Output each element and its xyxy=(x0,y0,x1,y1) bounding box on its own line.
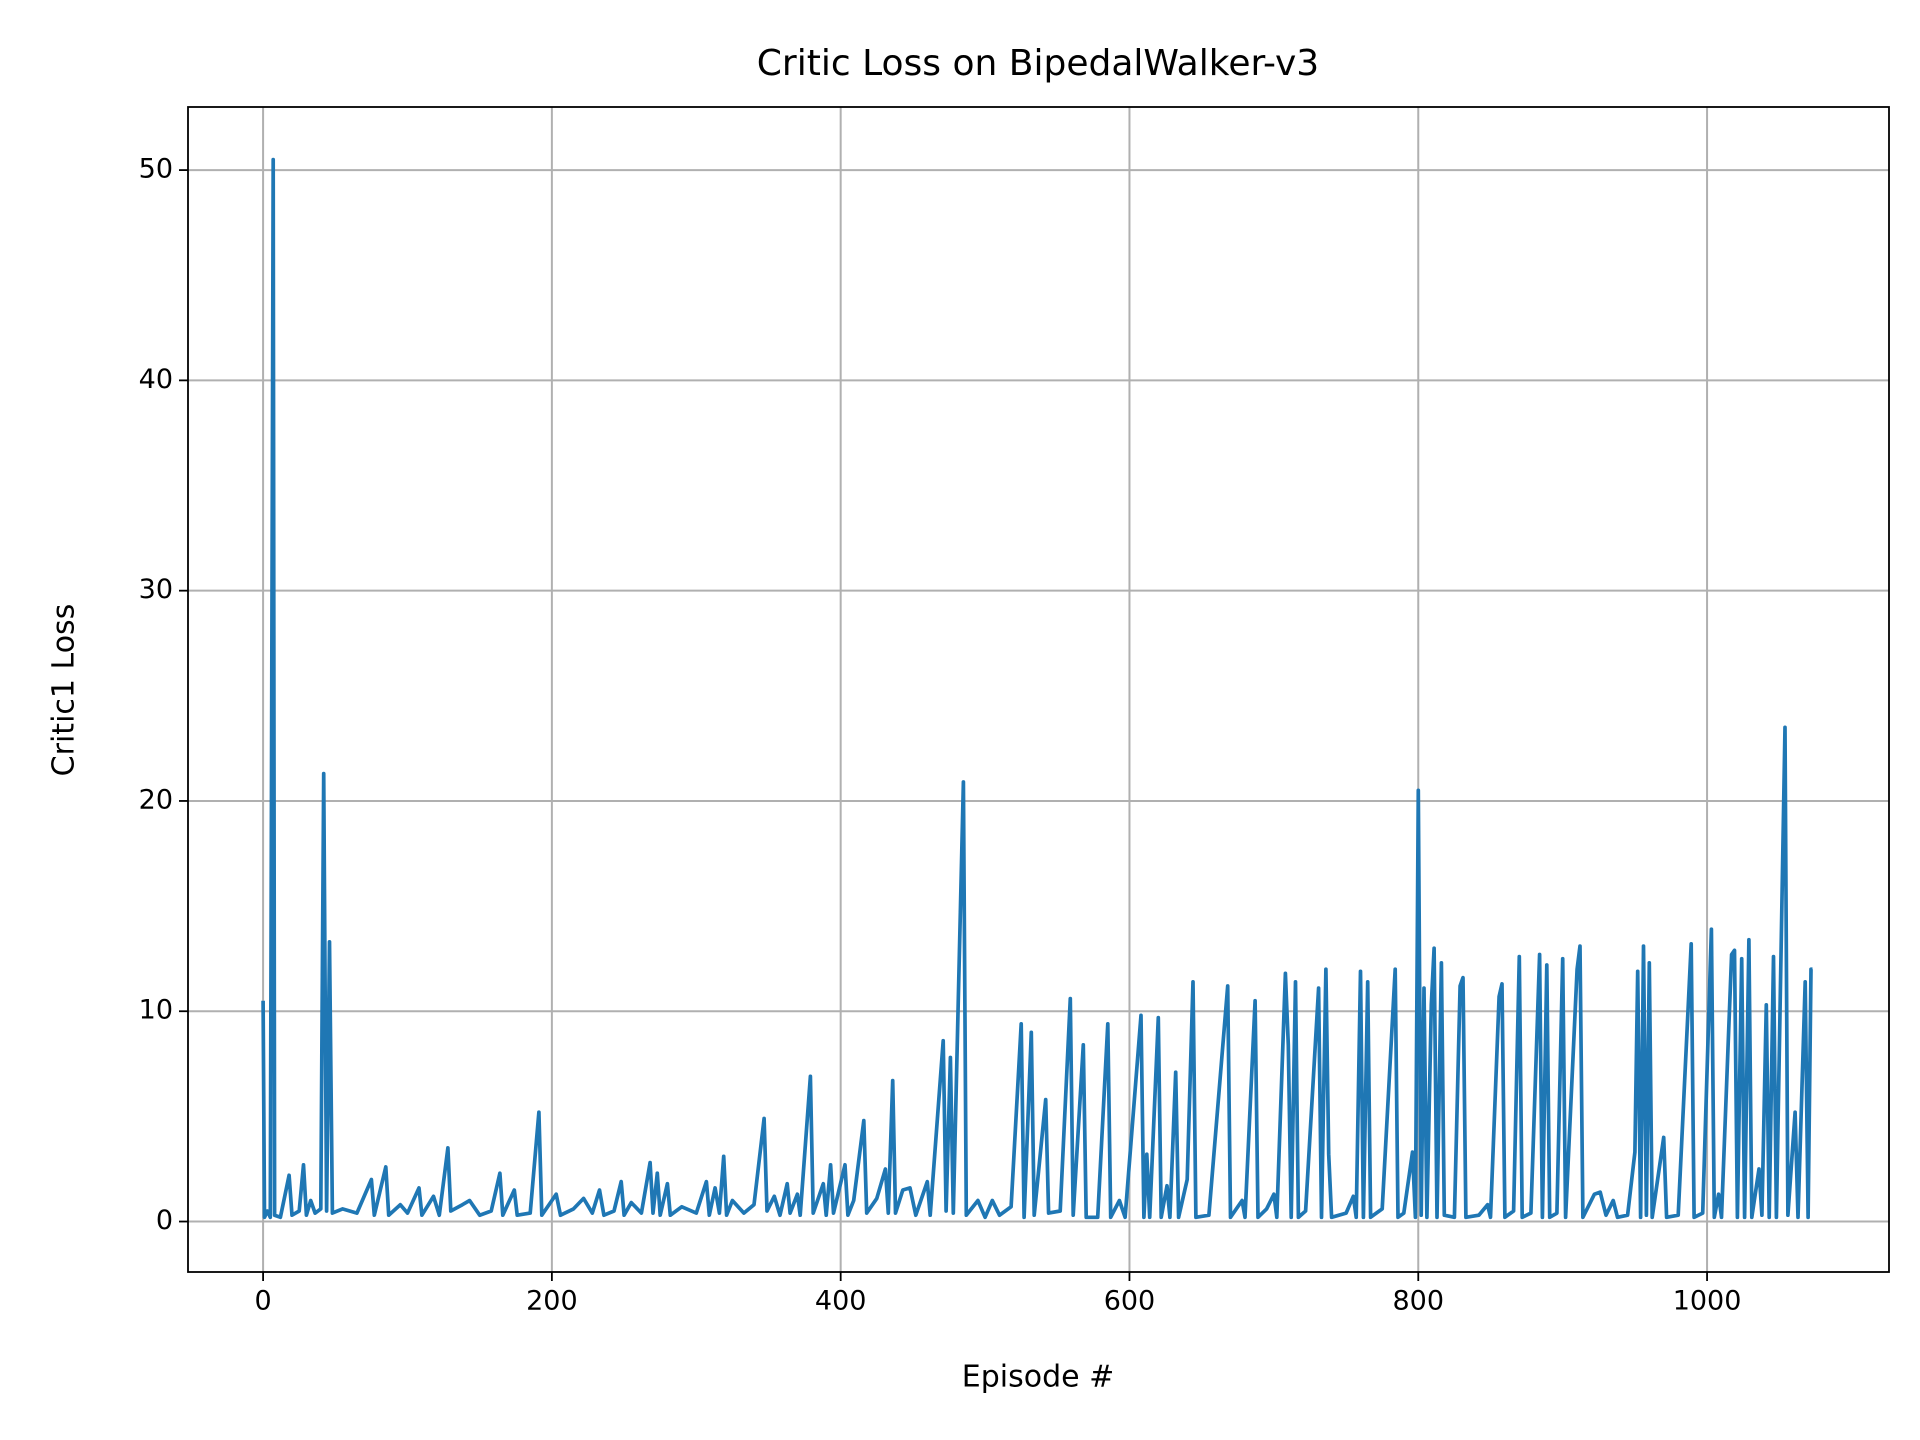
x-axis-label: Episode # xyxy=(962,1360,1115,1395)
plot-area xyxy=(261,157,1813,1220)
x-tick-label: 600 xyxy=(1104,1286,1156,1317)
y-tick-label: 0 xyxy=(156,1205,173,1236)
y-tick-label: 20 xyxy=(139,784,173,815)
y-tick-label: 30 xyxy=(139,574,173,605)
x-tick-label: 400 xyxy=(815,1286,867,1317)
data-line xyxy=(261,157,1813,1220)
x-tick-label: 800 xyxy=(1392,1286,1444,1317)
y-tick-label: 40 xyxy=(139,364,173,395)
axes-frame xyxy=(187,106,1890,1273)
grid xyxy=(188,107,1889,1272)
chart-title: Critic Loss on BipedalWalker-v3 xyxy=(757,43,1319,84)
x-tick-label: 200 xyxy=(526,1286,578,1317)
x-tick-label: 0 xyxy=(254,1286,271,1317)
x-tick-label: 1000 xyxy=(1673,1286,1742,1317)
y-axis-label: Critic1 Loss xyxy=(47,604,82,777)
y-tick-label: 10 xyxy=(139,995,173,1026)
y-tick-label: 50 xyxy=(139,154,173,185)
